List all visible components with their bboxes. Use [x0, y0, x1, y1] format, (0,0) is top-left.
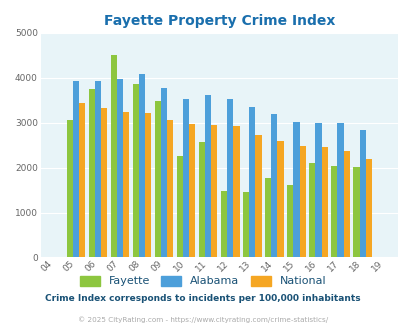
- Title: Fayette Property Crime Index: Fayette Property Crime Index: [103, 14, 334, 28]
- Bar: [330, 166, 337, 257]
- Bar: [337, 123, 343, 257]
- Bar: [271, 114, 277, 257]
- Bar: [88, 89, 95, 257]
- Bar: [293, 122, 299, 257]
- Bar: [243, 192, 249, 257]
- Bar: [154, 101, 161, 257]
- Bar: [365, 159, 371, 257]
- Bar: [220, 191, 227, 257]
- Bar: [177, 156, 183, 257]
- Bar: [117, 79, 123, 257]
- Bar: [277, 141, 283, 257]
- Bar: [358, 130, 365, 257]
- Bar: [227, 99, 233, 257]
- Bar: [183, 99, 189, 257]
- Text: © 2025 CityRating.com - https://www.cityrating.com/crime-statistics/: © 2025 CityRating.com - https://www.city…: [78, 317, 327, 323]
- Bar: [286, 185, 293, 257]
- Bar: [198, 142, 205, 257]
- Bar: [249, 107, 255, 257]
- Legend: Fayette, Alabama, National: Fayette, Alabama, National: [75, 271, 330, 291]
- Bar: [161, 88, 167, 257]
- Bar: [167, 120, 173, 257]
- Bar: [343, 151, 349, 257]
- Bar: [72, 82, 79, 257]
- Bar: [145, 113, 151, 257]
- Bar: [95, 81, 101, 257]
- Bar: [189, 124, 195, 257]
- Bar: [352, 167, 358, 257]
- Bar: [139, 74, 145, 257]
- Bar: [315, 123, 321, 257]
- Bar: [205, 95, 211, 257]
- Bar: [264, 178, 271, 257]
- Bar: [309, 163, 315, 257]
- Bar: [111, 55, 117, 257]
- Bar: [79, 103, 85, 257]
- Bar: [233, 126, 239, 257]
- Bar: [255, 135, 261, 257]
- Text: Crime Index corresponds to incidents per 100,000 inhabitants: Crime Index corresponds to incidents per…: [45, 294, 360, 303]
- Bar: [321, 147, 327, 257]
- Bar: [101, 108, 107, 257]
- Bar: [66, 120, 72, 257]
- Bar: [211, 124, 217, 257]
- Bar: [132, 84, 139, 257]
- Bar: [123, 112, 129, 257]
- Bar: [299, 146, 305, 257]
